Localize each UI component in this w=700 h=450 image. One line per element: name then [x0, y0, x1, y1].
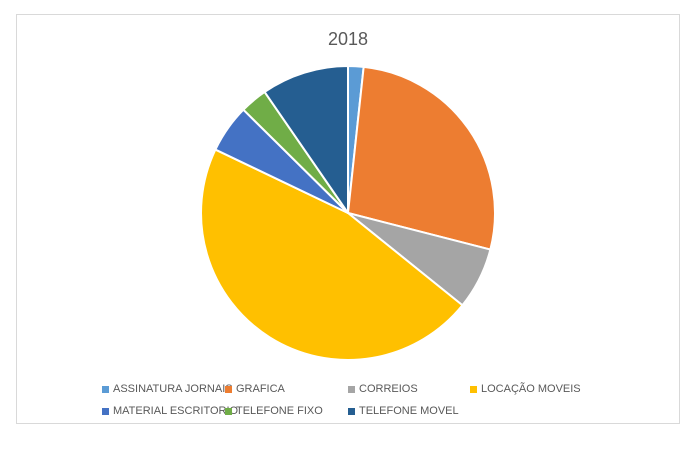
- legend-label: CORREIOS: [359, 383, 418, 395]
- pie-chart: [200, 65, 496, 361]
- chart-area: 2018 ASSINATURA JORNAIS GRAFICA CORREIOS…: [16, 14, 680, 424]
- legend-swatch: [348, 407, 355, 415]
- legend-row: MATERIAL ESCRITORIO TELEFONE FIXO TELEFO…: [102, 400, 642, 422]
- legend-swatch: [102, 385, 109, 393]
- legend-label: GRAFICA: [236, 383, 285, 395]
- legend-item-material-escritorio: MATERIAL ESCRITORIO: [102, 405, 238, 417]
- legend-swatch: [348, 385, 355, 393]
- legend-item-locacao-moveis: LOCAÇÃO MOVEIS: [470, 383, 581, 395]
- legend-swatch: [225, 385, 232, 393]
- legend-item-correios: CORREIOS: [348, 383, 470, 395]
- legend-item-grafica: GRAFICA: [225, 383, 348, 395]
- chart-title: 2018: [327, 29, 369, 49]
- legend-swatch: [102, 407, 109, 415]
- legend-swatch: [470, 385, 477, 393]
- legend-item-telefone-fixo: TELEFONE FIXO: [225, 405, 348, 417]
- legend-label: ASSINATURA JORNAIS: [113, 383, 233, 395]
- legend-row: ASSINATURA JORNAIS GRAFICA CORREIOS LOCA…: [102, 378, 642, 400]
- legend-swatch: [225, 407, 232, 415]
- legend-label: MATERIAL ESCRITORIO: [113, 405, 239, 417]
- pie-slice-locacao-moveis: [200, 148, 464, 361]
- legend-item-telefone-movel: TELEFONE MOVEL: [348, 405, 459, 417]
- legend-item-assinatura-jornais: ASSINATURA JORNAIS: [102, 383, 233, 395]
- legend-label: LOCAÇÃO MOVEIS: [481, 383, 581, 395]
- legend-label: TELEFONE MOVEL: [359, 405, 459, 417]
- legend-label: TELEFONE FIXO: [236, 405, 323, 417]
- pie-slice-telefone-movel: [263, 65, 349, 214]
- pie-slice-grafica: [347, 65, 496, 251]
- chart-legend: ASSINATURA JORNAIS GRAFICA CORREIOS LOCA…: [102, 378, 642, 422]
